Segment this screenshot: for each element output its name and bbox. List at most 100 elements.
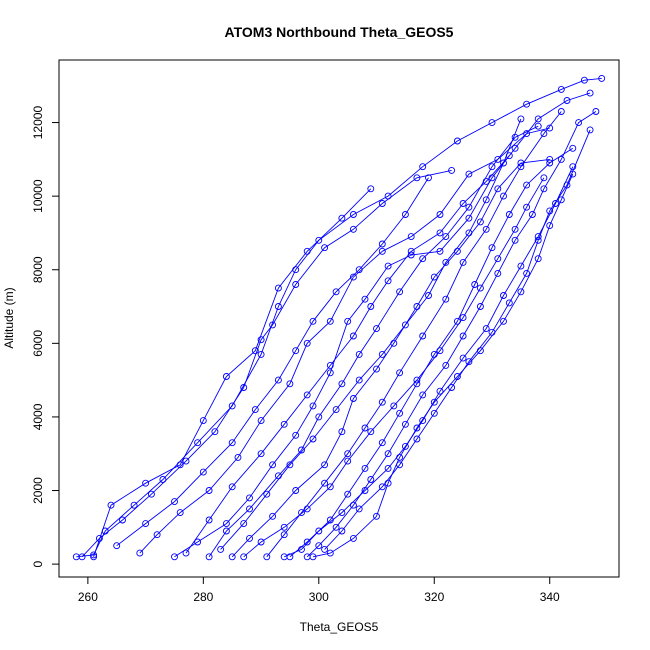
data-point [205, 487, 213, 494]
data-point [344, 317, 352, 325]
data-point [280, 531, 288, 539]
data-point [419, 255, 427, 263]
data-point [384, 262, 392, 270]
data-point [540, 130, 548, 138]
data-point [546, 155, 554, 163]
series-4 [136, 124, 554, 557]
plot-area [72, 74, 606, 561]
data-point [569, 163, 577, 171]
series-2 [78, 166, 456, 561]
y-tick-label: 8000 [31, 256, 45, 283]
data-point [430, 409, 438, 417]
data-point [274, 284, 282, 292]
data-point [257, 350, 265, 358]
y-tick-label: 12000 [31, 106, 45, 140]
data-point [557, 155, 565, 163]
data-point [419, 332, 427, 340]
y-axis-label: Altitude (m) [2, 287, 16, 348]
data-point [563, 97, 571, 104]
data-point [176, 461, 184, 469]
data-point [396, 409, 404, 417]
data-point [436, 387, 444, 395]
data-point [309, 553, 317, 561]
series-15 [217, 115, 525, 553]
data-point [459, 258, 467, 266]
y-tick-label: 0 [31, 560, 45, 567]
data-point [465, 214, 473, 222]
data-point [326, 369, 334, 377]
data-point [107, 501, 115, 509]
data-point [338, 428, 346, 436]
data-point [511, 225, 519, 233]
data-point [384, 464, 392, 472]
data-point [430, 398, 438, 406]
series-17 [280, 163, 577, 561]
series-7 [228, 155, 554, 561]
data-point [436, 347, 444, 355]
data-point [494, 269, 502, 277]
data-point [142, 520, 150, 528]
data-point [361, 295, 369, 303]
data-point [500, 192, 507, 200]
x-tick-label: 300 [309, 590, 329, 604]
data-point [321, 545, 329, 553]
data-point [257, 538, 265, 546]
data-point [425, 174, 432, 182]
data-point [153, 531, 161, 539]
data-point [517, 163, 525, 171]
data-point [482, 225, 490, 233]
data-point [367, 476, 375, 483]
data-point [384, 450, 392, 458]
data-point [500, 159, 507, 167]
data-point [488, 119, 496, 127]
series-12 [240, 174, 548, 561]
data-point [182, 457, 190, 465]
series-line [76, 77, 602, 558]
data-point [361, 424, 369, 432]
data-point [309, 402, 317, 410]
data-point [569, 144, 577, 152]
data-point [355, 505, 363, 513]
data-point [240, 520, 248, 528]
data-point [182, 549, 190, 557]
y-axis: 0 2000 4000 6000 8000 10000 12000 [31, 106, 60, 567]
data-point [598, 74, 606, 82]
data-point [442, 295, 450, 303]
data-point [349, 534, 357, 542]
data-point [546, 159, 554, 167]
data-point [540, 185, 548, 193]
series-line [231, 158, 550, 558]
data-point [384, 277, 392, 285]
data-point [546, 222, 554, 230]
x-tick-label: 280 [193, 590, 213, 604]
data-point [321, 244, 329, 252]
data-point [378, 350, 386, 358]
data-point [442, 233, 450, 241]
data-point [488, 244, 496, 252]
data-point [171, 498, 178, 506]
data-point [413, 174, 421, 182]
plot-frame [58, 59, 620, 578]
data-point [396, 369, 404, 377]
data-point [482, 325, 490, 333]
data-point [338, 527, 346, 535]
data-point [540, 174, 548, 182]
series-line [289, 147, 574, 558]
data-point [205, 553, 213, 561]
data-point [407, 247, 415, 255]
data-point [523, 269, 531, 277]
data-point [401, 211, 409, 218]
series-line [116, 177, 429, 547]
data-point [332, 288, 340, 296]
data-point [338, 509, 346, 517]
data-point [315, 527, 323, 535]
data-point [171, 553, 178, 561]
data-point [119, 516, 126, 524]
data-point [280, 420, 288, 428]
data-point [378, 240, 386, 248]
data-point [378, 398, 386, 406]
data-point [448, 384, 456, 391]
data-point [419, 391, 427, 399]
data-point [378, 247, 386, 255]
data-point [557, 85, 565, 93]
